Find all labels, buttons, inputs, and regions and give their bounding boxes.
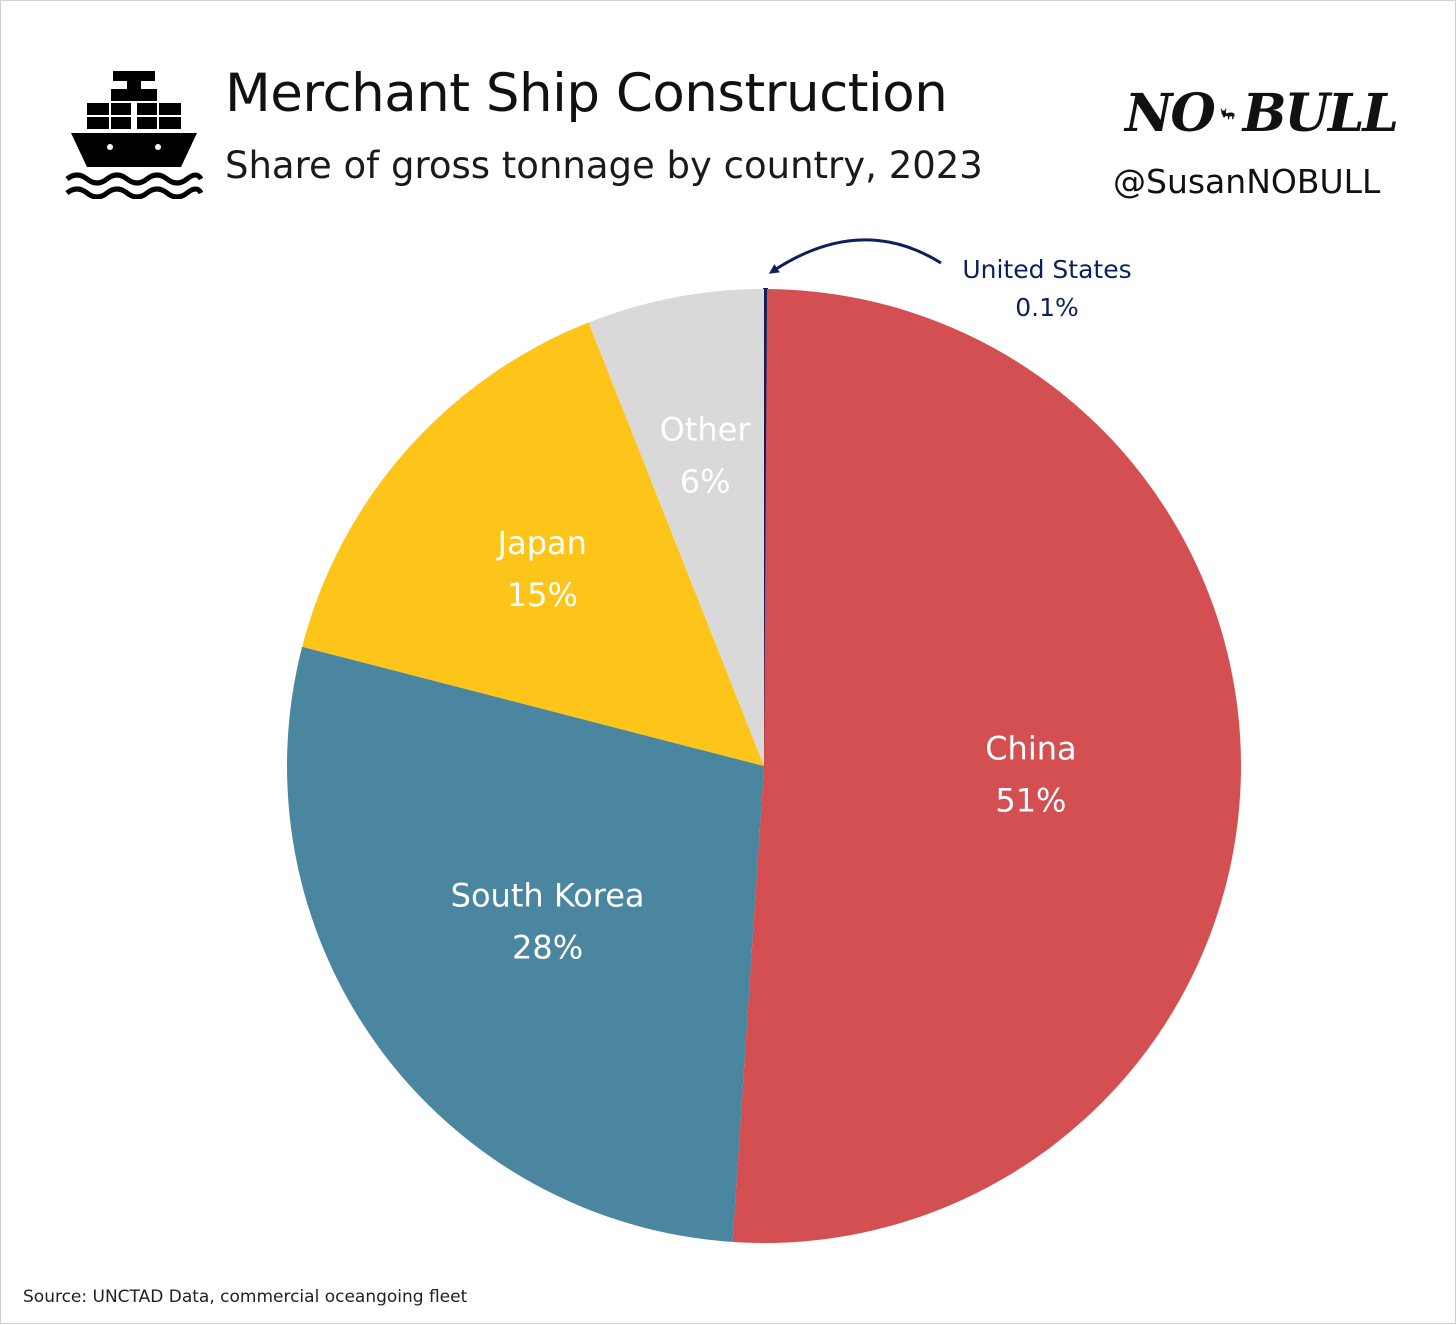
slice-name-label: Other — [660, 411, 752, 449]
chart-title: Merchant Ship Construction — [225, 63, 948, 124]
pie-slice-china — [732, 289, 1242, 1243]
source-note: Source: UNCTAD Data, commercial oceangoi… — [23, 1287, 468, 1307]
slice-value-label: 0.1% — [1015, 293, 1079, 322]
slice-name-label: China — [985, 730, 1076, 768]
slice-name-label: South Korea — [451, 877, 645, 915]
pie-slice-united-states — [763, 287, 769, 767]
slice-value-label: 51% — [995, 782, 1066, 820]
brand-logo: NO BULL — [1125, 81, 1399, 147]
pie-slices — [286, 287, 1242, 1243]
slice-value-label: 15% — [507, 576, 578, 614]
brand-word-right: BULL — [1242, 83, 1399, 144]
slice-value-label: 6% — [680, 463, 731, 501]
callout-arrow — [768, 238, 942, 274]
brand-handle: @SusanNOBULL — [1113, 162, 1381, 201]
pie-slice-japan — [302, 322, 764, 766]
chart-subtitle: Share of gross tonnage by country, 2023 — [225, 144, 983, 187]
slice-name-label: United States — [962, 255, 1131, 284]
pie-labels: United States 0.1% China 51% South Korea 28% J… — [451, 255, 1132, 967]
cargo-ship-icon — [65, 71, 203, 199]
brand-word-left: NO — [1125, 83, 1216, 144]
pie-slice-other — [588, 289, 764, 766]
slice-name-label: Japan — [496, 524, 587, 562]
pie-slice-south-korea — [286, 646, 764, 1242]
slice-value-label: 28% — [512, 929, 583, 967]
bull-icon — [1220, 108, 1235, 120]
